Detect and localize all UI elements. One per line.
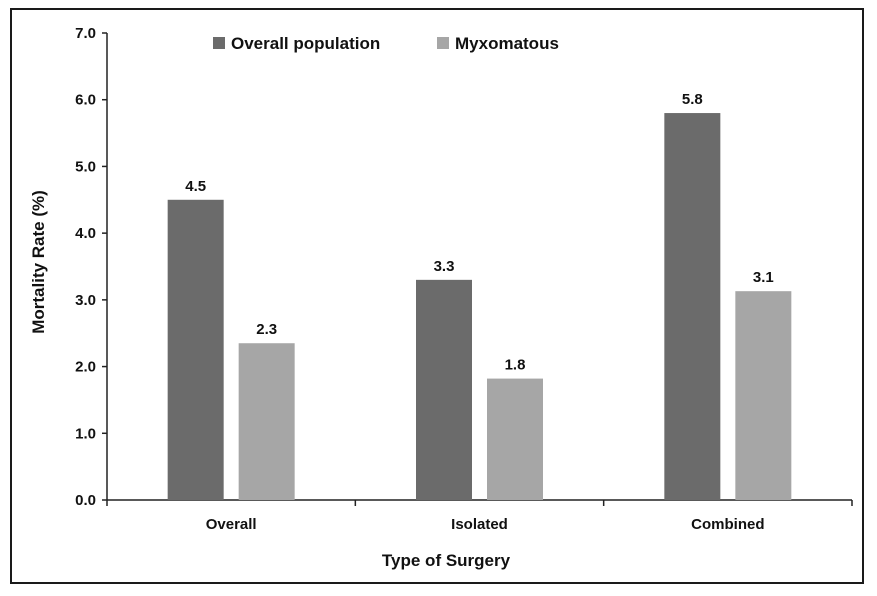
y-tick-label: 7.0	[75, 25, 96, 42]
x-tick-label: Overall	[206, 516, 257, 533]
y-tick-label: 6.0	[75, 92, 96, 109]
y-tick-label: 3.0	[75, 292, 96, 309]
data-label: 1.8	[505, 357, 526, 374]
bar-overall-population-isolated	[416, 279, 472, 500]
y-tick-label: 5.0	[75, 158, 96, 175]
data-label: 5.8	[682, 91, 703, 108]
data-label: 3.1	[753, 269, 774, 286]
legend-swatch	[437, 37, 449, 49]
y-tick-label: 0.0	[75, 492, 96, 509]
x-axis: Overall Isolated Combined	[106, 499, 853, 533]
bar-myxomatous-combined	[735, 291, 792, 500]
bar-overall-population-overall	[167, 199, 224, 501]
bar-myxomatous-overall	[238, 343, 295, 500]
y-axis-title: Mortality Rate (%)	[29, 190, 48, 334]
x-axis-title: Type of Surgery	[382, 551, 511, 570]
legend-swatch	[213, 37, 225, 49]
legend: Overall population Myxomatous	[213, 34, 559, 53]
y-axis: 0.0 1.0 2.0 3.0 4.0 5.0 6.0 7.0	[75, 25, 108, 509]
x-tick-label: Combined	[691, 516, 764, 533]
legend-label: Myxomatous	[455, 34, 559, 53]
data-labels: 4.5 3.3 5.8 2.3 1.8 3.1	[185, 91, 774, 374]
y-tick-label: 1.0	[75, 425, 96, 442]
y-tick-label: 2.0	[75, 359, 96, 376]
bars	[167, 113, 792, 501]
data-label: 2.3	[256, 321, 277, 338]
y-tick-label: 4.0	[75, 225, 96, 242]
data-label: 4.5	[185, 178, 206, 195]
legend-label: Overall population	[231, 34, 380, 53]
data-label: 3.3	[434, 258, 455, 275]
bar-overall-population-combined	[664, 113, 721, 501]
x-tick-label: Isolated	[451, 516, 508, 533]
bar-myxomatous-isolated	[487, 378, 543, 500]
